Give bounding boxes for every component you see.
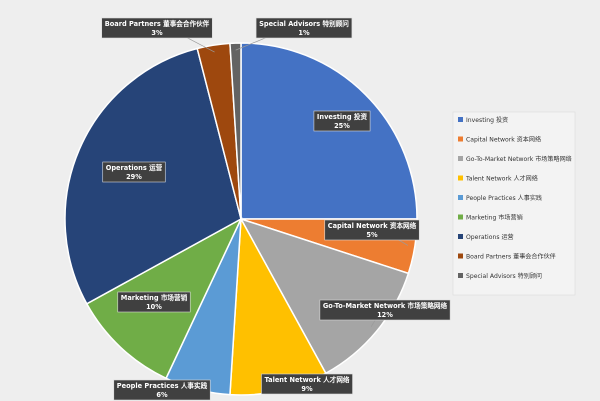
data-label-name-capital-network: Capital Network 资本网络 <box>328 221 417 230</box>
data-label-pct-investing: 25% <box>334 122 350 130</box>
data-label-box-talent-network <box>261 373 353 395</box>
data-label-pct-operations: 29% <box>126 173 142 181</box>
legend-label-talent-network: Talent Network 人才网络 <box>465 174 538 182</box>
data-label-name-gotomarket-network: Go-To-Market Network 市场策略网络 <box>323 301 448 310</box>
data-label-pct-people-practices: 6% <box>156 391 168 399</box>
legend-label-capital-network: Capital Network 资本网络 <box>466 135 541 143</box>
data-label-name-board-partners: Board Partners 董事会合作伙伴 <box>105 19 210 28</box>
data-label-pct-marketing: 10% <box>146 303 162 311</box>
data-label-name-special-advisors: Special Advisors 特别顾问 <box>259 19 349 28</box>
pie-slices <box>64 42 418 396</box>
slice-gotomarket-network <box>239 217 410 375</box>
data-label-pct-talent-network: 9% <box>301 385 313 393</box>
data-label-pct-capital-network: 5% <box>366 231 378 239</box>
legend-swatch-talent-network <box>458 175 463 181</box>
legend-swatch-special-advisors <box>458 273 463 278</box>
legend-swatch-operations <box>458 234 463 239</box>
legend-swatch-gotomarket-network <box>458 156 463 161</box>
data-label-box-marketing <box>117 291 191 313</box>
slice-special-advisors <box>229 42 242 220</box>
legend-swatch-capital-network <box>458 136 463 142</box>
legend-label-people-practices: People Practices 人事实践 <box>466 194 542 202</box>
data-label-name-marketing: Marketing 市场营销 <box>121 293 188 302</box>
legend-swatch-investing <box>458 117 463 122</box>
data-label-box-special-advisors <box>255 17 353 39</box>
legend-label-board-partners: Board Partners 董事会合作伙伴 <box>466 252 556 260</box>
legend-label-operations: Operations 运营 <box>466 233 514 241</box>
data-label-pct-special-advisors: 1% <box>298 29 310 37</box>
legend-swatch-marketing <box>458 214 463 220</box>
data-label-box-operations <box>102 161 166 183</box>
legend-swatch-people-practices <box>458 195 463 200</box>
legend: Investing 投资 Capital Network 资本网络 Go-To-Ma… <box>452 111 576 296</box>
data-label-box-capital-network <box>324 219 420 241</box>
legend-label-gotomarket-network: Go-To-Market Network 市场策略网络 <box>466 155 572 163</box>
legend-swatch-board-partners <box>458 253 463 259</box>
data-label-box-gotomarket-network <box>319 299 451 321</box>
data-label-pct-gotomarket-network: 12% <box>377 311 393 319</box>
data-label-box-investing <box>313 110 371 132</box>
data-label-box-board-partners <box>101 17 213 39</box>
legend-box <box>452 111 576 296</box>
legend-label-special-advisors: Special Advisors 特别顾问 <box>466 272 542 280</box>
data-label-pct-board-partners: 3% <box>151 29 163 37</box>
data-label-name-operations: Operations 运营 <box>106 163 163 172</box>
data-label-box-people-practices <box>113 379 211 401</box>
data-label-name-investing: Investing 投资 <box>317 112 368 121</box>
legend-label-marketing: Marketing 市场营销 <box>466 213 523 221</box>
legend-label-investing: Investing 投资 <box>466 116 508 124</box>
data-label-name-talent-network: Talent Network 人才网络 <box>264 375 349 384</box>
data-label-name-people-practices: People Practices 人事实践 <box>117 381 208 390</box>
